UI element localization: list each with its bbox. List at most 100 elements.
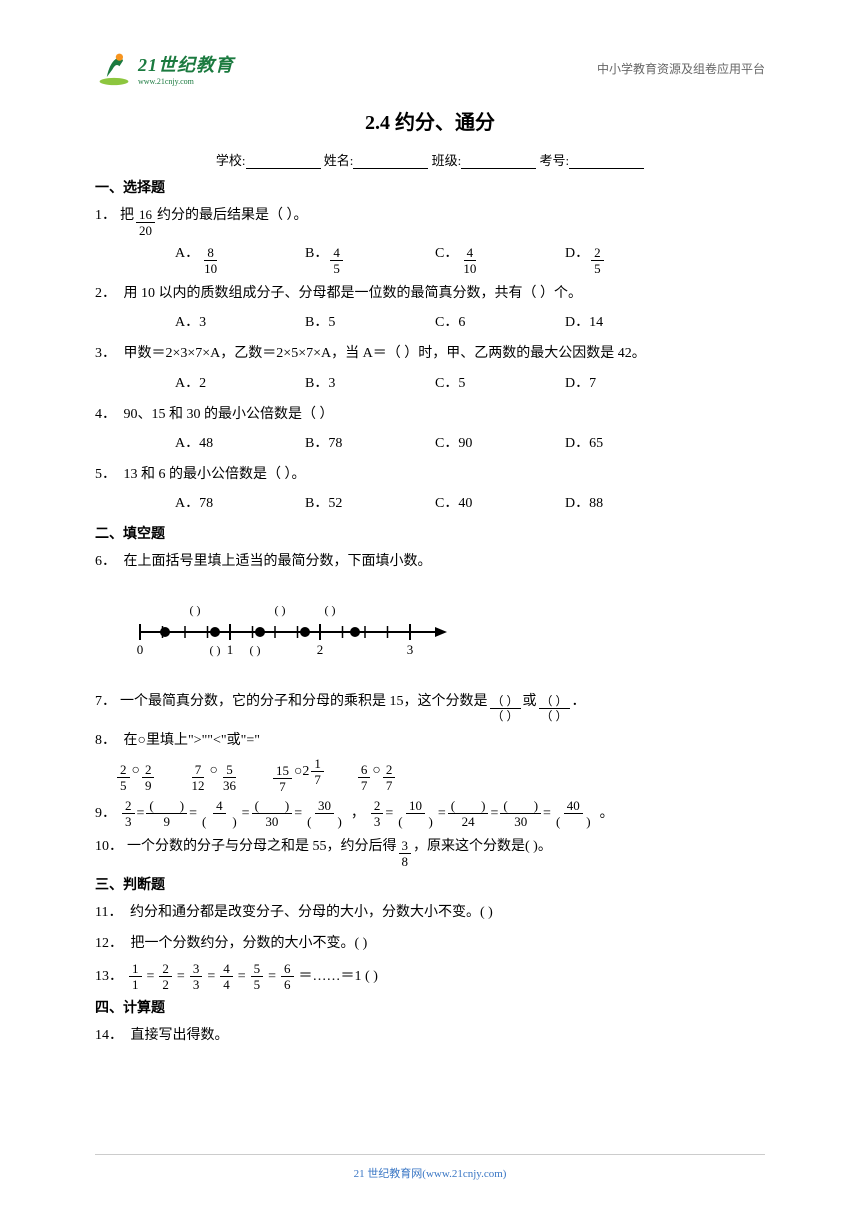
section-4-header: 四、计算题 xyxy=(95,997,765,1017)
q1-option-d[interactable]: D． 25 xyxy=(565,241,695,275)
svg-text:( ): ( ) xyxy=(250,643,261,657)
question-11: 11． 约分和通分都是改变分子、分母的大小，分数大小不变。( ) xyxy=(95,900,765,925)
svg-text:( ): ( ) xyxy=(210,643,221,657)
page-title: 2.4 约分、通分 xyxy=(95,106,765,135)
q12-text: 把一个分数约分，分数的大小不变。( ) xyxy=(131,936,368,951)
q2-option-b[interactable]: B．5 xyxy=(305,310,435,335)
q1-option-b[interactable]: B． 45 xyxy=(305,241,435,275)
q3-options: A．2 B．3 C．5 D．7 xyxy=(175,371,765,396)
q10-num: 10． xyxy=(95,834,123,859)
logo: 21世纪教育 www.21cnjy.com xyxy=(95,50,234,86)
q13-num: 13． xyxy=(95,964,123,989)
q6-text: 在上面括号里填上适当的最简分数，下面填小数。 xyxy=(124,554,432,569)
q7-dot: ． xyxy=(572,689,586,714)
q1-text-post: 约分的最后结果是（ ）。 xyxy=(157,203,308,228)
question-10: 10． 一个分数的分子与分母之和是 55，约分后得 38 ，原来这个分数是( )… xyxy=(95,834,765,868)
q4-option-b[interactable]: B．78 xyxy=(305,431,435,456)
name-blank[interactable] xyxy=(353,155,428,169)
question-5: 5． 13 和 6 的最小公倍数是（ ）。 A．78 B．52 C．40 D．8… xyxy=(95,462,765,516)
q10-text-pre: 一个分数的分子与分母之和是 55，约分后得 xyxy=(127,834,397,859)
q7-or: 或 xyxy=(523,689,537,714)
q2-num: 2． xyxy=(95,286,116,301)
question-7: 7． 一个最简真分数，它的分子和分母的乘积是 15，这个分数是 （ ） （ ） … xyxy=(95,689,765,722)
q9-num: 9． xyxy=(95,801,116,826)
q3-option-c[interactable]: C．5 xyxy=(435,371,565,396)
q3-num: 3． xyxy=(95,346,116,361)
school-blank[interactable] xyxy=(246,155,321,169)
header-right-text: 中小学教育资源及组卷应用平台 xyxy=(597,60,765,77)
q1-option-a[interactable]: A． 810 xyxy=(175,241,305,275)
q7-frac-1[interactable]: （ ） （ ） xyxy=(490,695,521,722)
question-3: 3． 甲数＝2×3×7×A，乙数＝2×5×7×A，当 A＝（ ）时，甲、乙两数的… xyxy=(95,341,765,395)
exam-blank[interactable] xyxy=(569,155,644,169)
q8-num: 8． xyxy=(95,733,116,748)
q1-fraction: 16 20 xyxy=(136,208,155,237)
q2-option-a[interactable]: A．3 xyxy=(175,310,305,335)
q2-options: A．3 B．5 C．6 D．14 xyxy=(175,310,765,335)
section-2-header: 二、填空题 xyxy=(95,523,765,543)
q2-option-d[interactable]: D．14 xyxy=(565,310,695,335)
number-line-diagram: 0123( )( )( )( )( ) xyxy=(125,584,465,664)
q5-text: 13 和 6 的最小公倍数是（ ）。 xyxy=(124,467,306,482)
q8-comp-2[interactable]: 712 ○ 536 xyxy=(186,758,240,792)
q4-option-d[interactable]: D．65 xyxy=(565,431,695,456)
class-label: 班级: xyxy=(432,153,462,168)
svg-text:3: 3 xyxy=(407,642,414,657)
q14-text: 直接写出得数。 xyxy=(131,1028,229,1043)
question-4: 4． 90、15 和 30 的最小公倍数是（ ） A．48 B．78 C．90 … xyxy=(95,402,765,456)
q4-text: 90、15 和 30 的最小公倍数是（ ） xyxy=(124,407,334,422)
page-header: 21世纪教育 www.21cnjy.com 中小学教育资源及组卷应用平台 xyxy=(95,50,765,86)
q5-option-d[interactable]: D．88 xyxy=(565,491,695,516)
q8-comp-3[interactable]: 157 ○ 217 xyxy=(271,757,326,793)
q4-options: A．48 B．78 C．90 D．65 xyxy=(175,431,765,456)
q1-options: A． 810 B． 45 C． 410 D． 25 xyxy=(175,241,765,275)
question-9: 9． 23 = ( )9 = 4( ) = ( )30 = 30( ) ， 23… xyxy=(95,799,765,828)
name-label: 姓名: xyxy=(324,153,354,168)
question-2: 2． 用 10 以内的质数组成分子、分母都是一位数的最简真分数，共有（ ）个。 … xyxy=(95,281,765,335)
q7-frac-2[interactable]: （ ） （ ） xyxy=(539,695,570,722)
q11-text: 约分和通分都是改变分子、分母的大小，分数大小不变。( ) xyxy=(130,905,493,920)
question-1: 1． 把 16 20 约分的最后结果是（ ）。 A． 810 B． 45 C． … xyxy=(95,203,765,275)
q4-num: 4． xyxy=(95,407,116,422)
logo-sub-text: www.21cnjy.com xyxy=(138,77,234,86)
q3-option-d[interactable]: D．7 xyxy=(565,371,695,396)
exam-label: 考号: xyxy=(540,153,570,168)
form-line: 学校: 姓名: 班级: 考号: xyxy=(95,150,765,169)
q11-num: 11． xyxy=(95,905,122,920)
q7-num: 7． xyxy=(95,689,116,714)
question-12: 12． 把一个分数约分，分数的大小不变。( ) xyxy=(95,931,765,956)
q5-option-c[interactable]: C．40 xyxy=(435,491,565,516)
class-blank[interactable] xyxy=(461,155,536,169)
question-6: 6． 在上面括号里填上适当的最简分数，下面填小数。 0 1 2 3 ( ) ( ) ( ) (… xyxy=(95,549,765,683)
svg-text:1: 1 xyxy=(227,642,234,657)
svg-text:( ): ( ) xyxy=(325,603,336,617)
svg-text:2: 2 xyxy=(317,642,324,657)
q4-option-c[interactable]: C．90 xyxy=(435,431,565,456)
q3-option-b[interactable]: B．3 xyxy=(305,371,435,396)
q5-options: A．78 B．52 C．40 D．88 xyxy=(175,491,765,516)
q1-option-c[interactable]: C． 410 xyxy=(435,241,565,275)
q5-option-a[interactable]: A．78 xyxy=(175,491,305,516)
svg-text:0: 0 xyxy=(137,642,144,657)
q5-option-b[interactable]: B．52 xyxy=(305,491,435,516)
q5-num: 5． xyxy=(95,467,116,482)
logo-text: 21世纪教育 www.21cnjy.com xyxy=(138,51,234,86)
q12-num: 12． xyxy=(95,936,123,951)
school-label: 学校: xyxy=(216,153,246,168)
question-14: 14． 直接写出得数。 xyxy=(95,1023,765,1048)
q4-option-a[interactable]: A．48 xyxy=(175,431,305,456)
q13-tail: ＝……＝1 ( ) xyxy=(299,964,378,989)
q3-text: 甲数＝2×3×7×A，乙数＝2×5×7×A，当 A＝（ ）时，甲、乙两数的最大公… xyxy=(124,346,646,361)
svg-text:( ): ( ) xyxy=(190,603,201,617)
q8-text: 在○里填上">""<"或"=" xyxy=(124,733,260,748)
q2-option-c[interactable]: C．6 xyxy=(435,310,565,335)
q3-option-a[interactable]: A．2 xyxy=(175,371,305,396)
q7-text-pre: 一个最简真分数，它的分子和分母的乘积是 15，这个分数是 xyxy=(120,689,488,714)
q8-comp-1[interactable]: 25 ○ 29 xyxy=(115,758,156,792)
section-3-header: 三、判断题 xyxy=(95,874,765,894)
q8-comp-4[interactable]: 67 ○ 27 xyxy=(356,758,397,792)
q1-text-pre: 把 xyxy=(120,203,134,228)
q2-text: 用 10 以内的质数组成分子、分母都是一位数的最简真分数，共有（ ）个。 xyxy=(124,286,583,301)
question-13: 13． 11 = 22 = 33 = 44 = 55 = 66 ＝……＝1 ( … xyxy=(95,962,765,991)
q6-num: 6． xyxy=(95,554,116,569)
